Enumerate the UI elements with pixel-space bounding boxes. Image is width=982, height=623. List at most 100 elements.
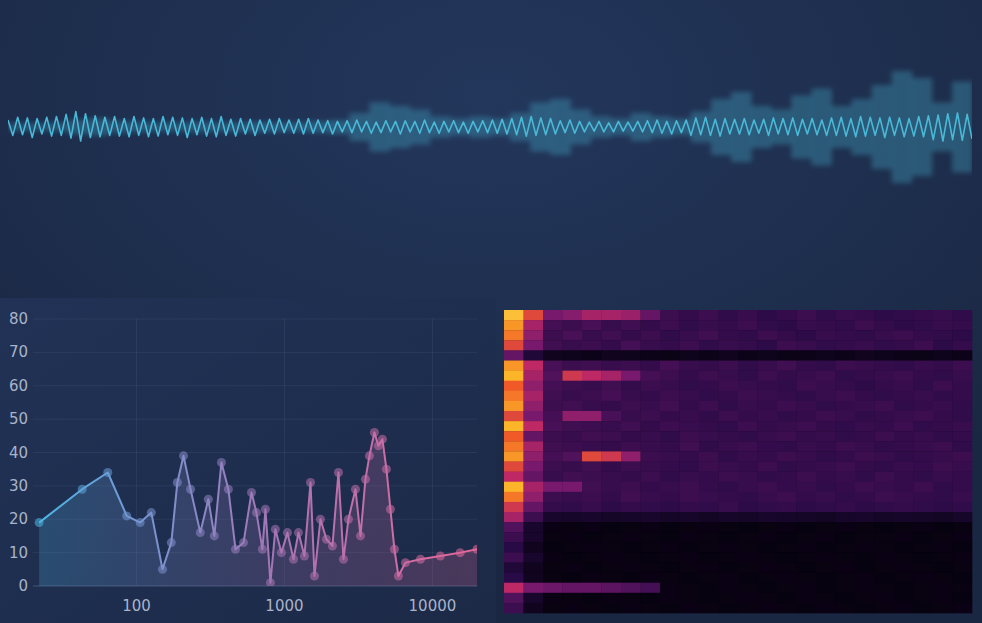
heatmap-cell bbox=[543, 350, 563, 360]
envelope-bar bbox=[751, 106, 772, 148]
heatmap-cell bbox=[914, 411, 934, 421]
heatmap-cell bbox=[914, 482, 934, 492]
heatmap-cell bbox=[953, 462, 973, 472]
heatmap-cell bbox=[816, 391, 836, 401]
heatmap-cell bbox=[680, 350, 700, 360]
heatmap-cell bbox=[504, 391, 524, 401]
marker bbox=[361, 475, 370, 484]
heatmap-cell bbox=[563, 472, 583, 482]
heatmap-cell bbox=[602, 310, 622, 320]
chart: 01020304050607080100100010000 bbox=[9, 310, 482, 615]
heatmap-cell bbox=[543, 492, 563, 502]
heatmap-cell bbox=[933, 563, 953, 573]
heatmap-cell bbox=[504, 462, 524, 472]
heatmap-cell bbox=[504, 381, 524, 391]
heatmap-cell bbox=[777, 320, 797, 330]
heatmap-cell bbox=[680, 401, 700, 411]
heatmap-cell bbox=[602, 573, 622, 583]
heatmap-cell bbox=[894, 563, 914, 573]
heatmap-cell bbox=[543, 361, 563, 371]
heatmap-cell bbox=[875, 391, 895, 401]
heatmap-cell bbox=[582, 381, 602, 391]
heatmap-cell bbox=[933, 391, 953, 401]
envelope-bar bbox=[952, 82, 972, 173]
heatmap-cell bbox=[563, 542, 583, 552]
heatmap-cell bbox=[641, 563, 661, 573]
heatmap-cell bbox=[777, 532, 797, 542]
heatmap-cell bbox=[602, 492, 622, 502]
envelope-bar bbox=[269, 123, 290, 131]
heatmap-cell bbox=[543, 552, 563, 562]
heatmap-cell bbox=[738, 411, 758, 421]
heatmap-cell bbox=[855, 522, 875, 532]
heatmap-cell bbox=[504, 603, 524, 613]
heatmap-cell bbox=[582, 593, 602, 603]
heatmap-cell bbox=[660, 431, 680, 441]
marker bbox=[322, 535, 331, 544]
heatmap-cell bbox=[524, 350, 544, 360]
heatmap-cell bbox=[660, 361, 680, 371]
heatmap-cell bbox=[621, 381, 641, 391]
heatmap-cell bbox=[875, 462, 895, 472]
heatmap-cell bbox=[894, 462, 914, 472]
heatmap-cell bbox=[563, 532, 583, 542]
heatmap-cell bbox=[582, 512, 602, 522]
heatmap-cell bbox=[836, 603, 856, 613]
heatmap-cell bbox=[816, 502, 836, 512]
heatmap-cell bbox=[524, 563, 544, 573]
heatmap-cell bbox=[582, 411, 602, 421]
heatmap-cell bbox=[894, 381, 914, 391]
envelope-bar bbox=[68, 120, 89, 134]
heatmap-cell bbox=[582, 371, 602, 381]
heatmap-cell bbox=[641, 340, 661, 350]
heatmap-cell bbox=[660, 411, 680, 421]
heatmap-cell bbox=[758, 563, 778, 573]
marker bbox=[196, 528, 205, 537]
marker bbox=[339, 555, 348, 564]
envelope-bar bbox=[550, 99, 571, 155]
heatmap-cell bbox=[524, 583, 544, 593]
heatmap-cell bbox=[543, 441, 563, 451]
heatmap-cell bbox=[660, 472, 680, 482]
heatmap-cell bbox=[543, 451, 563, 461]
heatmap-cell bbox=[758, 411, 778, 421]
heatmap-cell bbox=[758, 330, 778, 340]
marker bbox=[356, 531, 365, 540]
heatmap-cell bbox=[738, 563, 758, 573]
heatmap-cell bbox=[875, 441, 895, 451]
heatmap-cell bbox=[699, 421, 719, 431]
heatmap-cell bbox=[621, 361, 641, 371]
heatmap-cell bbox=[719, 451, 739, 461]
envelope-bar bbox=[28, 124, 49, 131]
heatmap-cell bbox=[777, 492, 797, 502]
envelope-bar bbox=[470, 117, 491, 138]
heatmap-cell bbox=[914, 502, 934, 512]
heatmap-cell bbox=[660, 330, 680, 340]
heatmap-cell bbox=[504, 431, 524, 441]
heatmap-cell bbox=[660, 350, 680, 360]
heatmap-cell bbox=[816, 421, 836, 431]
heatmap-cell bbox=[836, 431, 856, 441]
heatmap-cell bbox=[914, 603, 934, 613]
heatmap-cell bbox=[641, 462, 661, 472]
heatmap-cell bbox=[777, 441, 797, 451]
heatmap-cell bbox=[933, 371, 953, 381]
heatmap-cell bbox=[738, 421, 758, 431]
heatmap-cell bbox=[699, 502, 719, 512]
heatmap-cell bbox=[894, 472, 914, 482]
heatmap-cell bbox=[836, 401, 856, 411]
heatmap-cell bbox=[621, 512, 641, 522]
heatmap-cell bbox=[738, 401, 758, 411]
heatmap-cell bbox=[504, 421, 524, 431]
heatmap-cell bbox=[894, 350, 914, 360]
heatmap-cell bbox=[777, 502, 797, 512]
marker bbox=[316, 515, 325, 524]
heatmap-cell bbox=[836, 451, 856, 461]
heatmap-cell bbox=[504, 320, 524, 330]
heatmap-cell bbox=[660, 583, 680, 593]
heatmap-cell bbox=[660, 573, 680, 583]
heatmap-cell bbox=[894, 532, 914, 542]
heatmap-cell bbox=[816, 482, 836, 492]
heatmap-cell bbox=[875, 472, 895, 482]
heatmap-cell bbox=[953, 552, 973, 562]
